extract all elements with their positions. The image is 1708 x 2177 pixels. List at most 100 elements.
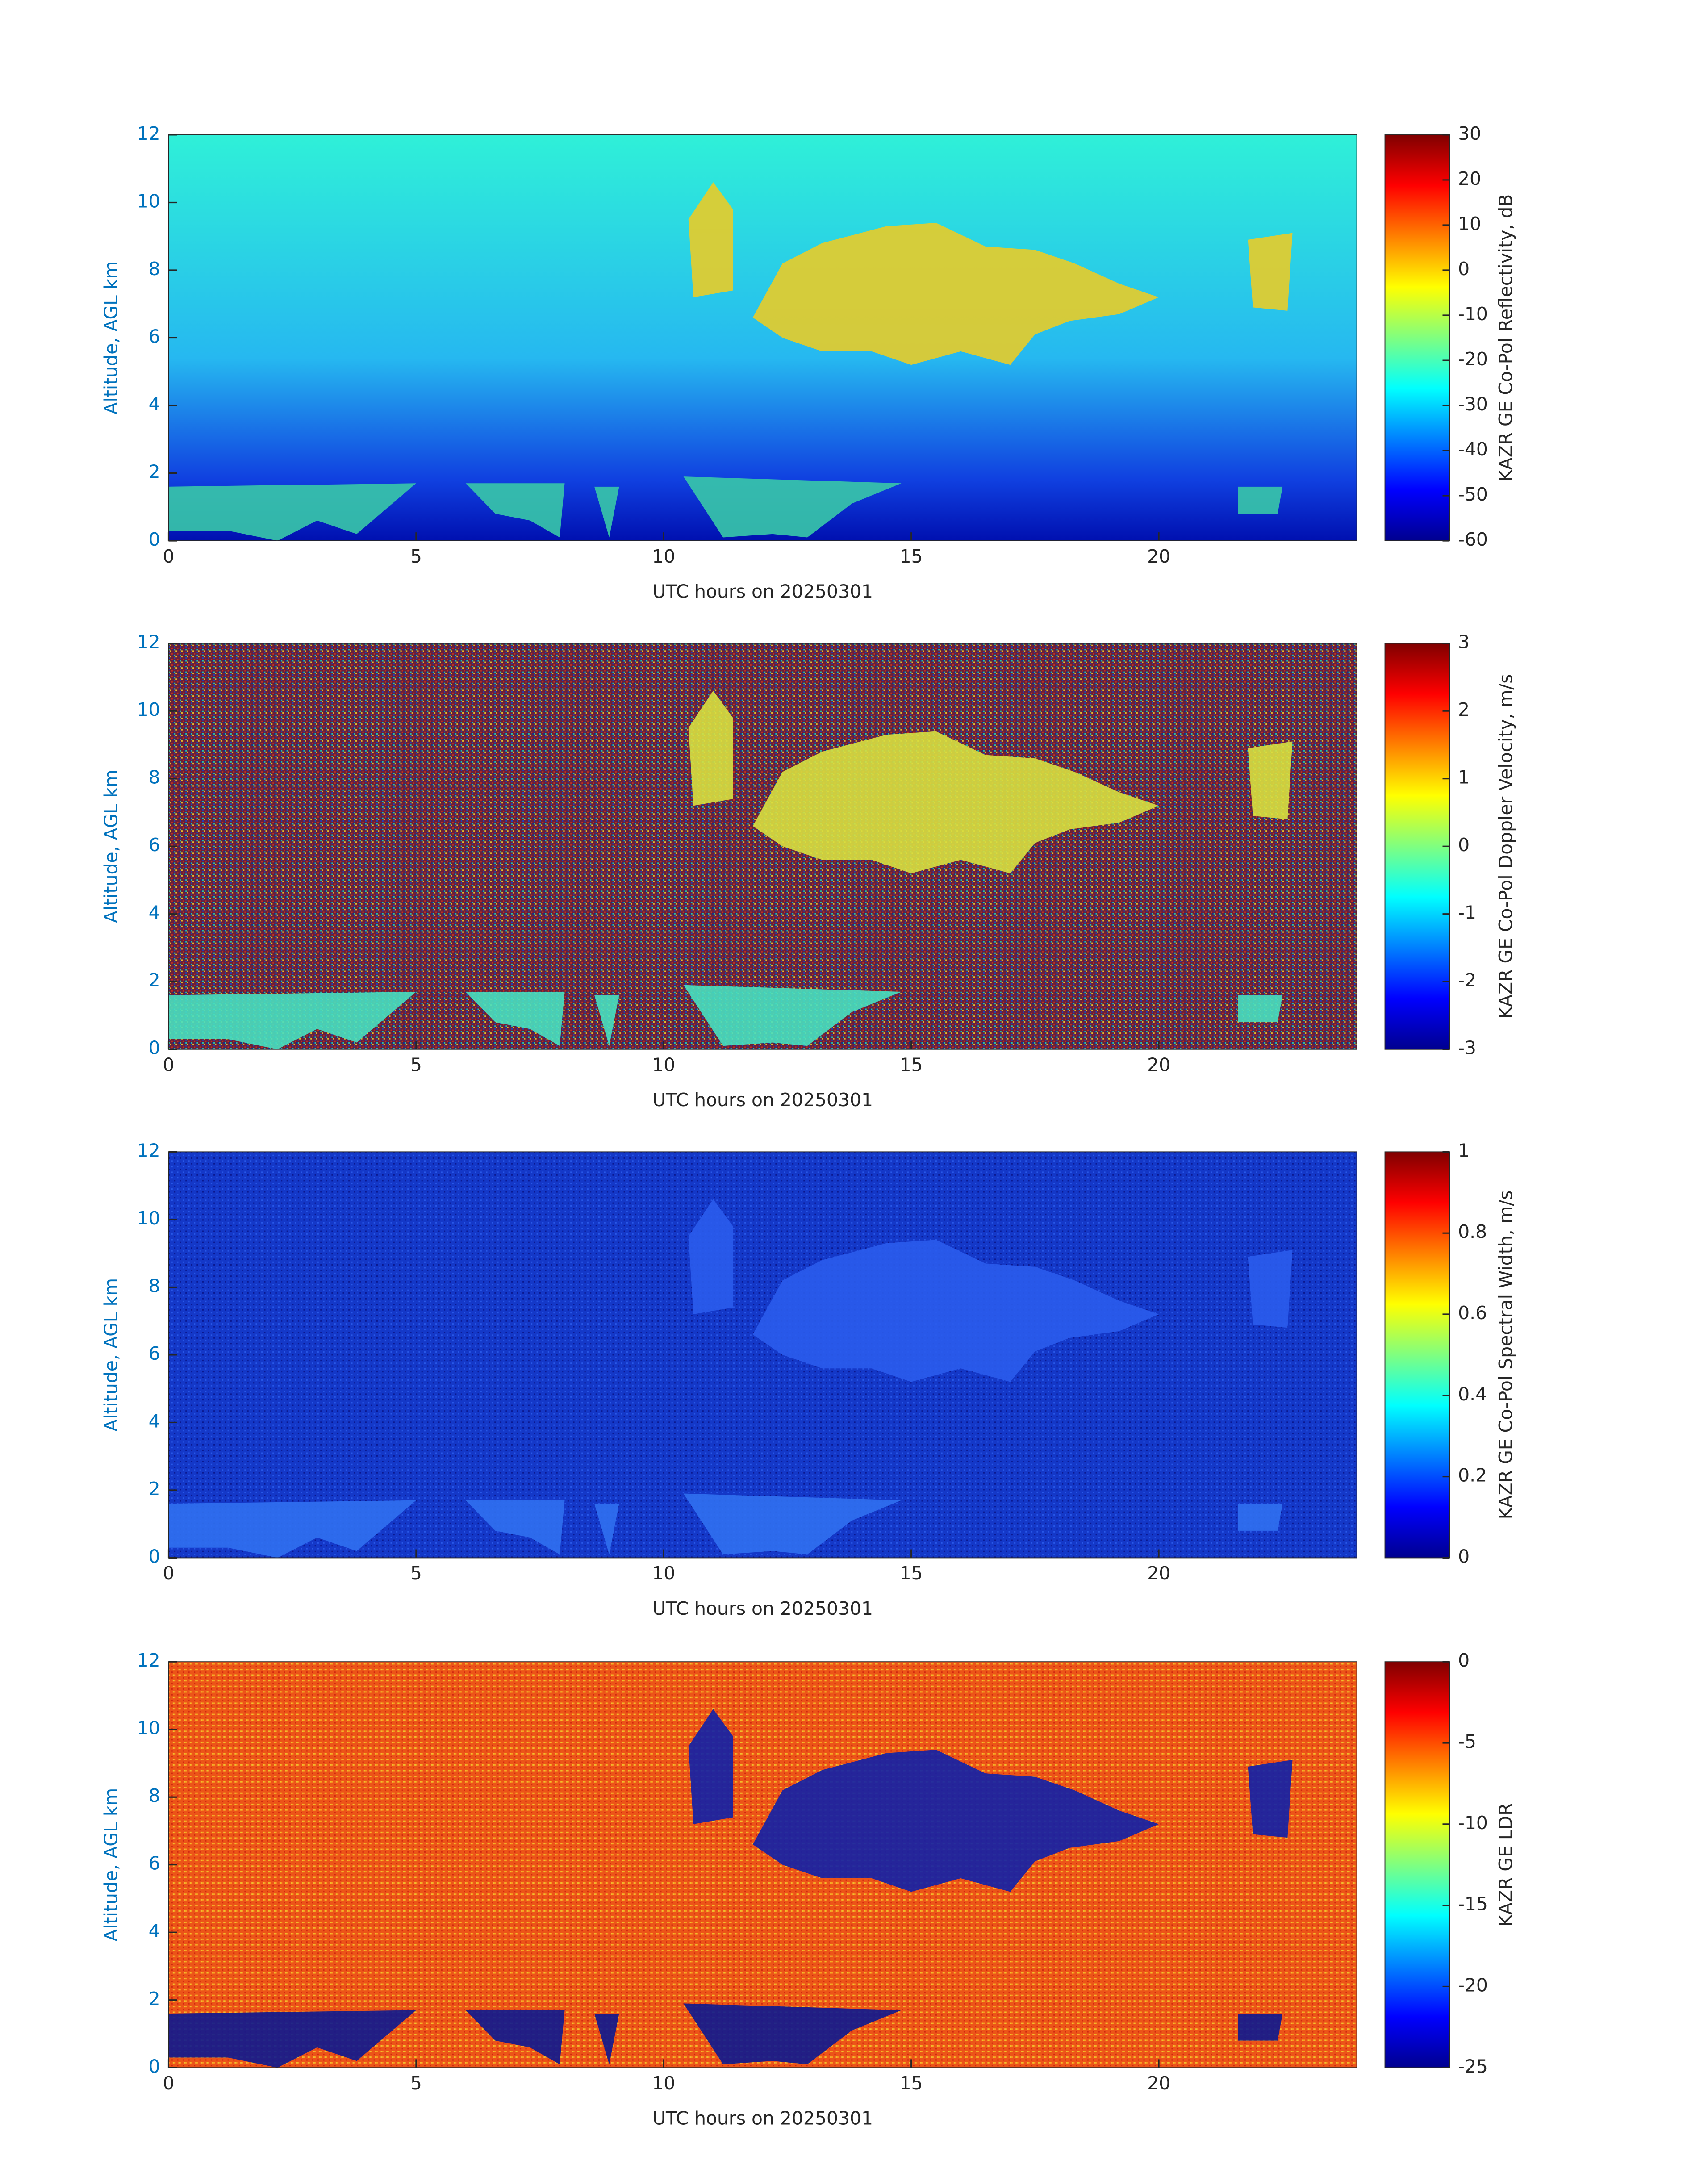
colorbar-tick-label: -5 [1458, 1731, 1476, 1752]
x-tick-label: 0 [163, 1054, 174, 1075]
y-axis-label: Altitude, AGL km [100, 1278, 122, 1432]
colorbar-tick-label: 3 [1458, 631, 1470, 653]
cloud-region [688, 182, 733, 297]
colorbar-tick-label: -50 [1458, 484, 1488, 505]
cloud-region [688, 1709, 733, 1824]
colorbar-tick-label: 1 [1458, 1140, 1470, 1161]
x-tick-label: 5 [410, 546, 422, 567]
y-tick-label: 2 [149, 969, 160, 991]
colorbar-tick-label: 2 [1458, 699, 1470, 720]
y-tick-label: 0 [149, 529, 160, 550]
cloud-region [688, 1199, 733, 1314]
y-axis-label: Altitude, AGL km [100, 261, 122, 415]
cloud-region [752, 731, 1159, 873]
y-tick-label: 4 [149, 1410, 160, 1432]
y-tick-label: 2 [149, 1988, 160, 2010]
x-tick-label: 20 [1147, 1563, 1170, 1584]
colorbar [1384, 1661, 1450, 2068]
cloud-region [683, 2003, 902, 2064]
cloud-region [594, 995, 619, 1046]
y-tick-label: 6 [149, 326, 160, 347]
colorbar [1384, 643, 1450, 1050]
colorbar-tick-label: 0 [1458, 1650, 1470, 1671]
x-axis-label: UTC hours on 20250301 [652, 1089, 873, 1111]
x-tick-label: 15 [900, 1563, 923, 1584]
y-tick-label: 8 [149, 767, 160, 788]
cloud-region [688, 690, 733, 806]
y-tick-label: 4 [149, 1920, 160, 1942]
colorbar-tick-label: -10 [1458, 1812, 1488, 1834]
cloud-region [683, 985, 902, 1046]
plot-background [168, 134, 1357, 541]
x-tick-label: 0 [163, 1563, 174, 1584]
cloud-region [168, 1500, 416, 1558]
colorbar-tick-label: 0 [1458, 1546, 1470, 1567]
y-tick-label: 10 [137, 699, 160, 720]
colorbar-tick-label: 0 [1458, 834, 1470, 856]
x-axis-label: UTC hours on 20250301 [652, 1598, 873, 1619]
cloud-region [1238, 995, 1283, 1023]
colorbar [1384, 1151, 1450, 1559]
colorbar-tick-label: 0.4 [1458, 1383, 1487, 1405]
colorbar-label: KAZR GE Co-Pol Spectral Width, m/s [1495, 1190, 1516, 1519]
colorbar-tick-label: 0.2 [1458, 1465, 1487, 1486]
y-tick-label: 8 [149, 1275, 160, 1296]
x-tick-label: 10 [652, 2073, 675, 2094]
colorbar-label: KAZR GE Co-Pol Reflectivity, dB [1495, 194, 1516, 482]
cloud-region [752, 1750, 1159, 1892]
cloud-region [752, 1240, 1159, 1382]
cloud-region [594, 2014, 619, 2064]
y-tick-label: 12 [137, 1140, 160, 1161]
cloud-region [594, 1504, 619, 1554]
colorbar-label: KAZR GE Co-Pol Doppler Velocity, m/s [1495, 674, 1516, 1018]
y-tick-label: 6 [149, 1343, 160, 1364]
colorbar-tick-label: 10 [1458, 213, 1481, 234]
colorbar [1384, 134, 1450, 541]
x-tick-label: 20 [1147, 1054, 1170, 1075]
y-tick-label: 10 [137, 190, 160, 212]
x-tick-label: 20 [1147, 546, 1170, 567]
y-tick-label: 10 [137, 1208, 160, 1229]
y-tick-label: 0 [149, 2056, 160, 2077]
y-tick-label: 0 [149, 1037, 160, 1059]
cloud-region [1238, 486, 1283, 514]
y-axis-label: Altitude, AGL km [100, 1788, 122, 1942]
colorbar-tick-label: -10 [1458, 303, 1488, 325]
y-tick-label: 12 [137, 1650, 160, 1671]
y-tick-label: 2 [149, 461, 160, 483]
colorbar-tick-label: -3 [1458, 1037, 1476, 1059]
colorbar-tick-label: 0.8 [1458, 1221, 1487, 1242]
cloud-region [465, 483, 565, 538]
cloud-region [465, 1500, 565, 1554]
cloud-region [594, 486, 619, 538]
y-tick-label: 4 [149, 393, 160, 415]
cloud-region [683, 476, 902, 538]
y-tick-label: 4 [149, 902, 160, 923]
plot-background [168, 1662, 1357, 2068]
y-tick-label: 8 [149, 1785, 160, 1806]
colorbar-tick-label: -30 [1458, 393, 1488, 415]
y-tick-label: 6 [149, 1853, 160, 1874]
colorbar-tick-label: -60 [1458, 529, 1488, 550]
x-tick-label: 5 [410, 1054, 422, 1075]
colorbar-tick-label: 1 [1458, 767, 1470, 788]
x-tick-label: 5 [410, 1563, 422, 1584]
plot-background [168, 1152, 1357, 1558]
x-tick-label: 5 [410, 2073, 422, 2094]
x-tick-label: 10 [652, 546, 675, 567]
cloud-region [752, 222, 1159, 365]
y-tick-label: 0 [149, 1546, 160, 1567]
x-tick-label: 15 [900, 546, 923, 567]
y-tick-label: 6 [149, 834, 160, 856]
y-tick-label: 8 [149, 258, 160, 280]
colorbar-tick-label: -40 [1458, 439, 1488, 460]
colorbar-tick-label: -2 [1458, 969, 1476, 991]
colorbar-label: KAZR GE LDR [1495, 1803, 1516, 1926]
y-tick-label: 12 [137, 123, 160, 144]
colorbar-tick-label: -20 [1458, 1974, 1488, 1996]
